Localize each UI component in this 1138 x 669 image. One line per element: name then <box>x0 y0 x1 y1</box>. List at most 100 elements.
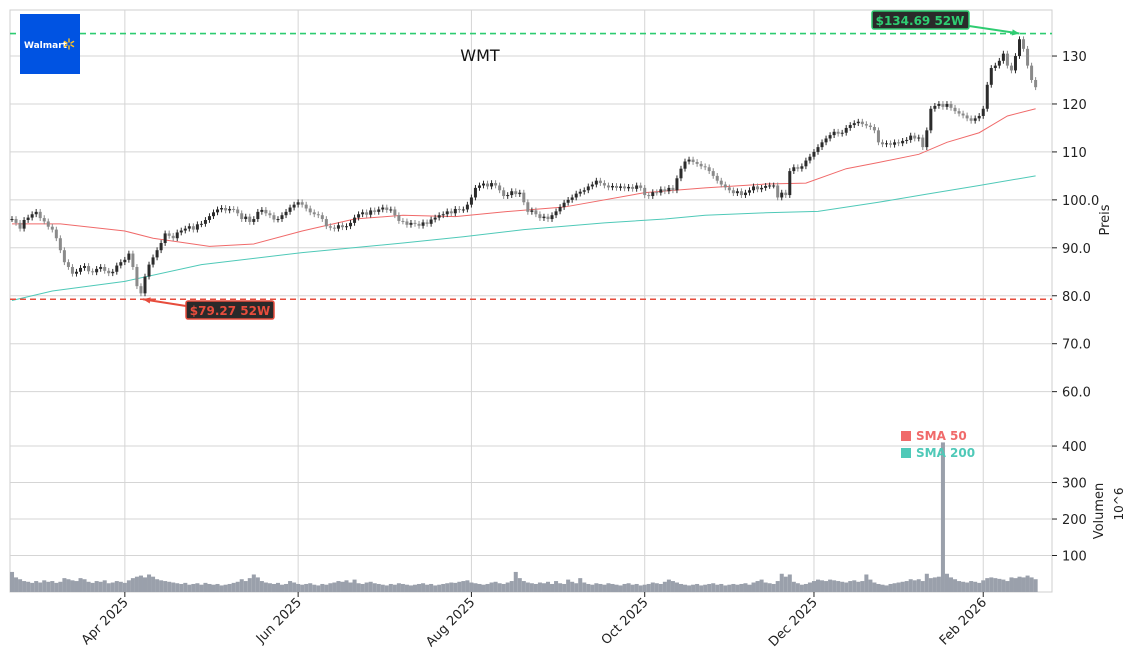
volume-bar <box>940 442 945 592</box>
volume-bar <box>376 583 381 592</box>
volume-bar <box>586 583 591 592</box>
volume-bar <box>824 581 829 592</box>
volume-bar <box>936 576 941 592</box>
volume-bar <box>755 581 760 592</box>
volume-bar <box>525 582 530 592</box>
candle-body <box>50 226 54 230</box>
sma200-line <box>11 175 1036 302</box>
candle-body <box>683 161 687 169</box>
volume-bar <box>493 581 498 592</box>
candle-body <box>38 211 42 219</box>
candle-body <box>469 197 473 205</box>
volume-bar <box>856 581 861 592</box>
candle-body <box>54 229 58 239</box>
candle-body <box>429 219 433 224</box>
candle-body <box>449 211 453 214</box>
candle-body <box>687 159 691 162</box>
volume-bar <box>642 584 647 592</box>
candle-body <box>816 147 820 152</box>
candle-body <box>844 127 848 133</box>
volume-bar <box>876 583 881 592</box>
candle-body <box>324 219 328 227</box>
price-tick-label: 80.0 <box>1062 290 1091 305</box>
candle-body <box>699 163 703 167</box>
candle-body <box>498 185 502 191</box>
candle-body <box>357 214 361 218</box>
volume-bar <box>288 581 293 592</box>
volume-bar <box>832 580 837 592</box>
candle-body <box>260 209 264 212</box>
volume-bar <box>58 581 63 592</box>
volume-bar <box>312 584 317 592</box>
candle-body <box>236 209 240 214</box>
volume-bar <box>509 581 514 592</box>
volume-bar <box>598 583 603 592</box>
price-tick-label: 70.0 <box>1062 338 1091 353</box>
volume-bar <box>533 583 538 592</box>
volume-bar <box>296 583 301 592</box>
candle-body <box>268 213 272 216</box>
volume-bar <box>78 578 83 592</box>
candle-body <box>901 140 905 144</box>
volume-bar <box>1009 577 1014 592</box>
volume-bar <box>94 581 99 592</box>
volume-bar <box>1033 579 1038 592</box>
candle-body <box>876 130 880 143</box>
candle-body <box>256 211 260 220</box>
candle-body <box>401 220 405 222</box>
volume-bar <box>50 581 55 592</box>
volume-bar <box>670 581 675 592</box>
volume-bar <box>243 581 248 592</box>
candle-body <box>864 124 868 126</box>
volume-bar <box>541 583 546 592</box>
logo-text: Walmart <box>24 41 68 51</box>
chart-title: WMT <box>460 46 500 65</box>
volume-bar <box>558 583 563 592</box>
candle-body <box>937 103 941 106</box>
candle-body <box>534 210 538 215</box>
candle-body <box>349 222 353 227</box>
volume-bar <box>908 579 913 592</box>
volume-bar <box>521 581 526 592</box>
volume-bar <box>191 583 196 592</box>
volume-bar <box>795 583 800 592</box>
volume-bar <box>880 584 885 592</box>
candle-body <box>538 214 542 219</box>
volume-bar <box>332 582 337 592</box>
volume-bar <box>594 583 599 592</box>
candle-body <box>42 218 46 222</box>
volume-bar <box>751 582 756 592</box>
volume-bar <box>602 584 607 592</box>
volume-bar <box>731 583 736 592</box>
candle-body <box>46 221 50 227</box>
volume-bar <box>62 578 67 592</box>
candlesticks <box>10 36 1038 297</box>
candle-body <box>1009 65 1013 71</box>
candle-body <box>332 227 336 229</box>
volume-bar <box>179 583 184 592</box>
volume-bar <box>674 582 679 592</box>
candle-body <box>574 193 578 198</box>
volume-bar <box>993 578 998 592</box>
volume-bar <box>239 579 244 592</box>
candle-body <box>715 175 719 181</box>
candle-body <box>610 185 614 188</box>
volume-bar <box>622 583 627 592</box>
volume-bar <box>151 576 156 592</box>
volume-bar <box>803 583 808 592</box>
volume-bar <box>489 582 494 592</box>
candle-body <box>1030 65 1034 80</box>
candle-body <box>220 208 224 210</box>
candle-body <box>103 266 107 271</box>
candle-body <box>167 233 171 236</box>
volume-bar <box>433 585 438 592</box>
volume-bar <box>336 581 341 592</box>
candle-body <box>542 216 546 219</box>
volume-bar <box>441 583 446 592</box>
candle-body <box>139 286 143 294</box>
candle-body <box>482 183 486 186</box>
candle-body <box>739 191 743 196</box>
volume-bar <box>836 581 841 592</box>
candle-body <box>506 195 510 197</box>
volume-bar <box>42 580 47 592</box>
